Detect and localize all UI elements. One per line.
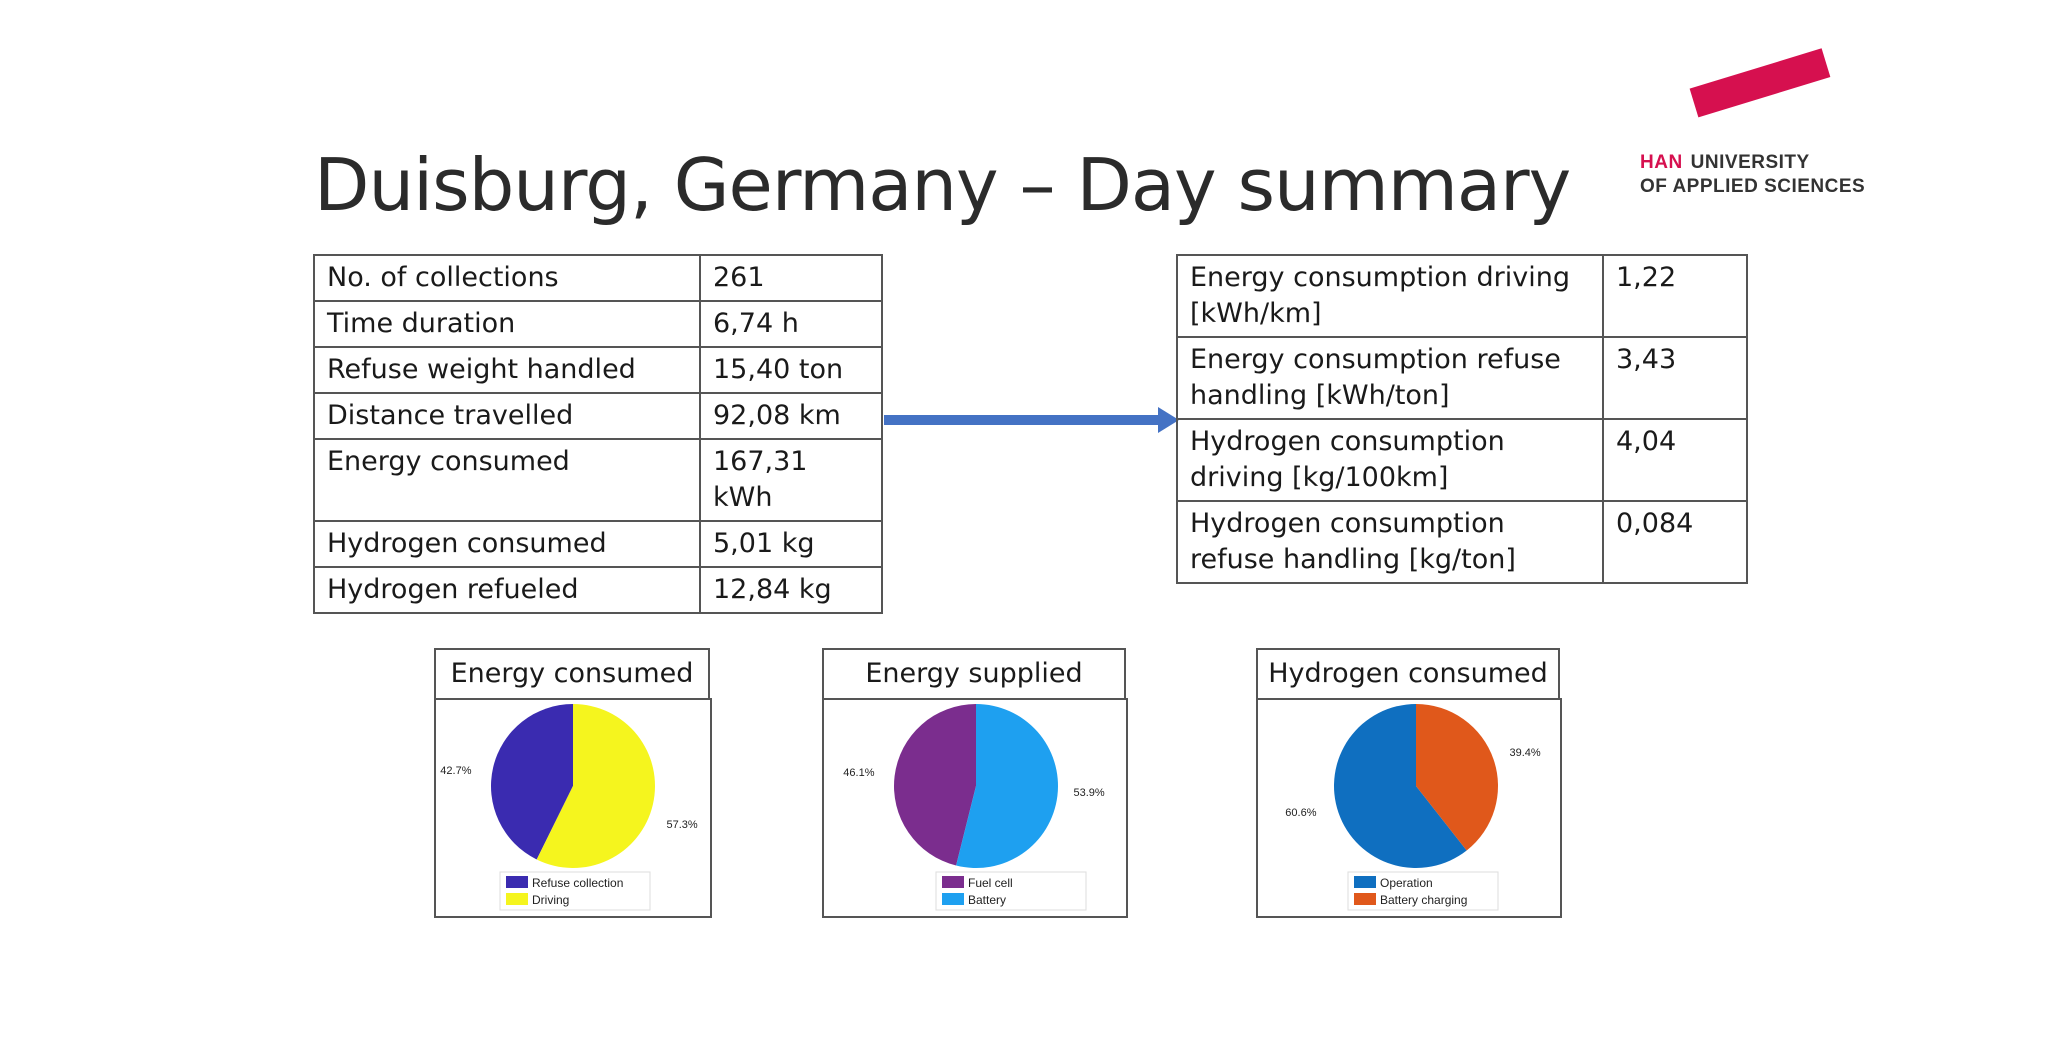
legend-label: Driving <box>532 893 569 907</box>
logo-text-line2: OF APPLIED SCIENCES <box>1640 176 1866 197</box>
row-label: Hydrogen refueled <box>313 566 701 614</box>
row-label: Refuse weight handled <box>313 346 701 394</box>
row-label: No. of collections <box>313 254 701 302</box>
pie-chart-hydrogen-consumed: 60.6% 39.4% Operation Battery charging <box>1256 698 1562 918</box>
pie-value-label: 46.1% <box>843 767 874 779</box>
table-row: Hydrogen consumption driving [kg/100km] 4… <box>1176 418 1748 502</box>
row-label: Hydrogen consumed <box>313 520 701 568</box>
row-value: 4,04 <box>1602 418 1748 502</box>
row-value: 6,74 h <box>699 300 883 348</box>
legend-label: Fuel cell <box>968 876 1013 890</box>
pie-slice-driving <box>536 704 655 868</box>
pie-title-energy-supplied: Energy supplied <box>822 648 1126 702</box>
row-value: 0,084 <box>1602 500 1748 584</box>
row-value: 12,84 kg <box>699 566 883 614</box>
pie-slice-battery-charging <box>1416 704 1498 851</box>
pie-value-label: 53.9% <box>1073 787 1104 799</box>
pie-chart-energy-supplied: 46.1% 53.9% Fuel cell Battery <box>822 698 1128 918</box>
legend-swatch <box>942 876 964 888</box>
right-arrow-icon <box>884 407 1179 433</box>
logo-university-text: UNIVERSITY <box>1690 152 1810 173</box>
row-label: Energy consumed <box>313 438 701 522</box>
table-row: Energy consumed 167,31 kWh <box>313 438 883 522</box>
table-row: Energy consumption refuse handling [kWh/… <box>1176 336 1748 420</box>
row-value: 167,31 kWh <box>699 438 883 522</box>
table-row: Hydrogen consumption refuse handling [kg… <box>1176 500 1748 584</box>
pie-title-hydrogen-consumed: Hydrogen consumed <box>1256 648 1560 702</box>
table-row: Time duration 6,74 h <box>313 300 883 348</box>
table-row: Hydrogen consumed 5,01 kg <box>313 520 883 568</box>
slide-title: Duisburg, Germany – Day summary <box>314 143 1571 227</box>
pie-slice-fuel-cell <box>894 704 976 866</box>
row-value: 261 <box>699 254 883 302</box>
han-university-logo: HAN UNIVERSITY OF APPLIED SCIENCES <box>1640 48 1870 210</box>
pie-value-label: 39.4% <box>1509 747 1540 759</box>
pie-value-label: 42.7% <box>440 765 471 777</box>
legend-label: Battery <box>968 893 1006 907</box>
legend-swatch <box>506 876 528 888</box>
table-row: No. of collections 261 <box>313 254 883 302</box>
table-row: Distance travelled 92,08 km <box>313 392 883 440</box>
row-label: Hydrogen consumption refuse handling [kg… <box>1176 500 1604 584</box>
legend-label: Battery charging <box>1380 893 1467 907</box>
pie-slice-refuse-collection <box>491 704 573 860</box>
row-value: 92,08 km <box>699 392 883 440</box>
legend-swatch <box>1354 876 1376 888</box>
row-value: 3,43 <box>1602 336 1748 420</box>
pie-slice-battery <box>956 704 1058 868</box>
legend-swatch <box>1354 893 1376 905</box>
table-row: Refuse weight handled 15,40 ton <box>313 346 883 394</box>
row-label: Energy consumption refuse handling [kWh/… <box>1176 336 1604 420</box>
consumption-rates-table: Energy consumption driving [kWh/km] 1,22 … <box>1176 254 1748 584</box>
row-value: 15,40 ton <box>699 346 883 394</box>
pie-chart-energy-consumed: 42.7% 57.3% Refuse collection Driving <box>434 698 712 918</box>
logo-bar <box>1689 48 1831 118</box>
pie-title-energy-consumed: Energy consumed <box>434 648 710 702</box>
legend-swatch <box>942 893 964 905</box>
row-value: 1,22 <box>1602 254 1748 338</box>
table-row: Hydrogen refueled 12,84 kg <box>313 566 883 614</box>
row-label: Energy consumption driving [kWh/km] <box>1176 254 1604 338</box>
row-label: Time duration <box>313 300 701 348</box>
pie-slice-operation <box>1334 704 1467 868</box>
table-row: Energy consumption driving [kWh/km] 1,22 <box>1176 254 1748 338</box>
logo-han-text: HAN <box>1640 152 1683 173</box>
row-value: 5,01 kg <box>699 520 883 568</box>
pie-value-label: 60.6% <box>1285 807 1316 819</box>
row-label: Distance travelled <box>313 392 701 440</box>
collection-summary-table: No. of collections 261 Time duration 6,74 … <box>313 254 883 614</box>
legend-label: Operation <box>1380 876 1433 890</box>
row-label: Hydrogen consumption driving [kg/100km] <box>1176 418 1604 502</box>
logo-text-line1: HAN UNIVERSITY <box>1640 152 1810 174</box>
pie-value-label: 57.3% <box>666 819 697 831</box>
legend-swatch <box>506 893 528 905</box>
legend-label: Refuse collection <box>532 876 623 890</box>
